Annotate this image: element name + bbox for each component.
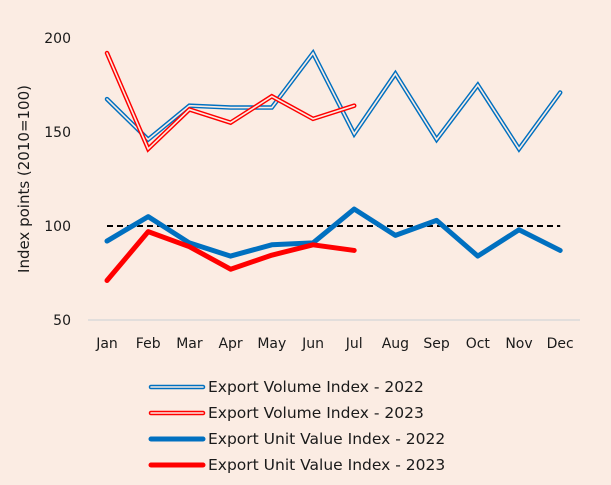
legend-item: Export Volume Index - 2022 <box>148 374 445 400</box>
x-tick-label: Jul <box>345 336 363 352</box>
x-tick-label: Jan <box>95 336 118 352</box>
legend-label: Export Volume Index - 2023 <box>208 404 424 422</box>
x-tick-label: Sep <box>423 336 450 352</box>
y-axis: 50 100 150 200 <box>44 31 71 329</box>
x-axis: Jan Feb Mar Apr May Jun Jul Aug Sep Oct Nov Dec <box>88 319 580 352</box>
y-tick-label: 100 <box>44 219 71 235</box>
y-tick-label: 50 <box>53 313 71 329</box>
series-line <box>104 48 563 153</box>
series-1 <box>104 50 357 153</box>
series-line-inner <box>106 51 562 151</box>
series-3 <box>104 229 357 284</box>
x-tick-label: Oct <box>466 336 491 352</box>
x-tick-label: May <box>257 336 286 352</box>
x-tick-label: Mar <box>176 336 203 352</box>
legend-item: Export Unit Value Index - 2023 <box>148 452 445 478</box>
x-tick-label: Dec <box>547 336 574 352</box>
series-line <box>104 206 563 259</box>
series-0 <box>104 48 563 153</box>
x-tick-label: Apr <box>218 336 242 352</box>
line-chart: 50 100 150 200 Jan Feb Mar Apr May Jun Jul Aug Sep O… <box>15 31 580 352</box>
legend-swatch <box>148 410 206 416</box>
legend: Export Volume Index - 2022 Export Volume … <box>148 374 445 478</box>
legend-item: Export Unit Value Index - 2022 <box>148 426 445 452</box>
legend-label: Export Unit Value Index - 2023 <box>208 456 446 474</box>
series-line <box>104 50 357 153</box>
legend-label: Export Volume Index - 2022 <box>208 378 424 396</box>
legend-swatch <box>148 436 206 442</box>
legend-item: Export Volume Index - 2023 <box>148 400 445 426</box>
x-tick-label: Jun <box>301 336 324 352</box>
y-tick-label: 200 <box>44 31 71 47</box>
legend-swatch <box>148 384 206 390</box>
y-tick-label: 150 <box>44 125 71 141</box>
plot-area <box>104 48 563 284</box>
y-axis-label: Index points (2010=100) <box>15 85 33 273</box>
x-tick-label: Feb <box>136 336 161 352</box>
legend-label: Export Unit Value Index - 2022 <box>208 430 446 448</box>
x-tick-label: Aug <box>382 336 409 352</box>
x-tick-label: Nov <box>505 336 532 352</box>
legend-swatch <box>148 462 206 468</box>
